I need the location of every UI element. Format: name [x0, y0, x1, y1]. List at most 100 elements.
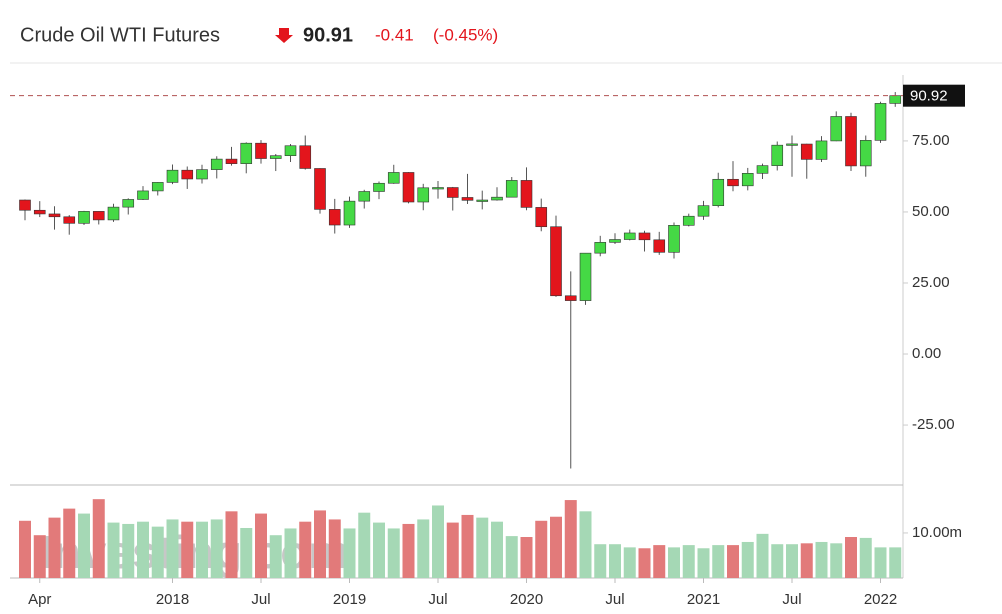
- volume-bar: [786, 544, 798, 578]
- candle-body: [63, 216, 76, 224]
- volume-bar: [476, 517, 489, 578]
- candle-body: [830, 116, 843, 142]
- volume-bar: [874, 547, 887, 578]
- volume-bar: [181, 521, 194, 578]
- x-tick-label: 2022: [864, 591, 897, 608]
- volume-bar: [225, 511, 238, 578]
- volume-bar: [210, 519, 223, 578]
- down-arrow: [275, 28, 293, 43]
- candle-body: [800, 143, 813, 160]
- y-tick-label: -25.00: [912, 416, 955, 433]
- volume-bar: [830, 543, 843, 578]
- y-tick-label: 25.00: [912, 274, 950, 291]
- x-tick-label: 2019: [333, 591, 366, 608]
- candle-body: [387, 172, 400, 184]
- x-tick-label: 2018: [156, 591, 189, 608]
- candle-body: [609, 239, 621, 243]
- candle-body: [756, 165, 769, 174]
- candle-body: [859, 140, 872, 167]
- candle-body: [122, 199, 135, 208]
- candle-body: [255, 142, 267, 159]
- volume-bar: [815, 541, 828, 578]
- candle-body: [771, 144, 784, 166]
- candle-body: [874, 103, 887, 141]
- candle-body: [564, 295, 577, 301]
- volume-bar: [78, 513, 90, 578]
- candle-body: [137, 190, 149, 200]
- candle-body: [299, 145, 312, 169]
- candle-body: [889, 95, 902, 104]
- volume-bar: [771, 544, 784, 578]
- candle-body: [594, 242, 607, 254]
- volume-bar: [284, 528, 297, 578]
- candle-body: [343, 200, 356, 226]
- x-tick-label: Apr: [28, 591, 51, 608]
- candle-body: [535, 207, 548, 228]
- volume-bar: [889, 547, 902, 578]
- current-price-box: [903, 84, 965, 107]
- candle-body: [623, 232, 636, 240]
- chart-title: Crude Oil WTI Futures: [20, 24, 220, 46]
- volume-bar: [33, 535, 46, 578]
- x-tick-label: 2021: [687, 591, 720, 608]
- x-tick-label: Jul: [251, 591, 270, 608]
- candle-body: [196, 169, 208, 180]
- volume-bar: [623, 547, 636, 578]
- volume-bar: [727, 545, 739, 578]
- volume-bar: [19, 520, 31, 578]
- volume-bar: [417, 519, 430, 578]
- x-tick-label: Jul: [605, 591, 624, 608]
- volume-bar: [196, 521, 208, 578]
- volume-bar: [432, 505, 444, 578]
- candle-body: [181, 169, 194, 180]
- candle-body: [358, 191, 371, 202]
- candle-body: [166, 169, 179, 183]
- volume-bar: [638, 548, 651, 578]
- candle-body: [446, 187, 459, 198]
- volume-bar: [446, 522, 459, 578]
- volume-bar: [845, 537, 857, 578]
- candle-body: [505, 180, 518, 198]
- y-tick-label: 75.00: [912, 132, 950, 149]
- volume-bar: [343, 528, 356, 578]
- candle-body: [151, 182, 164, 192]
- volume-bar: [373, 522, 385, 578]
- candle-body: [491, 196, 503, 201]
- volume-bar: [741, 541, 754, 578]
- last-price: 90.91: [303, 24, 353, 46]
- x-tick-label: Jul: [782, 591, 801, 608]
- volume-bar: [122, 523, 135, 578]
- volume-bar: [564, 500, 577, 578]
- volume-bar: [594, 544, 607, 578]
- x-tick-label: Jul: [428, 591, 447, 608]
- volume-tick-label: 10.00m: [912, 524, 962, 541]
- volume-bar: [461, 514, 474, 578]
- candle-body: [579, 252, 592, 301]
- candle-body: [786, 143, 798, 146]
- volume-bar: [107, 522, 120, 578]
- current-price-label: 90.92: [910, 88, 948, 105]
- volume-bar: [137, 521, 149, 578]
- price-panel: [10, 92, 903, 469]
- volume-bar: [328, 519, 341, 578]
- candle-body: [19, 199, 31, 211]
- candle-body: [461, 197, 474, 201]
- volume-bar: [491, 521, 503, 578]
- volume-bar: [402, 523, 415, 578]
- candle-body: [845, 116, 857, 167]
- volume-bar: [151, 526, 164, 578]
- volume-bar: [756, 533, 769, 578]
- candle-body: [432, 187, 444, 190]
- candle-body: [682, 215, 695, 226]
- candle-body: [417, 187, 430, 203]
- volume-bar: [314, 510, 326, 578]
- candle-body: [92, 211, 105, 221]
- change-percent: (-0.45%): [433, 25, 498, 44]
- candle-body: [653, 239, 666, 253]
- volume-bar: [579, 511, 592, 578]
- candle-body: [78, 211, 90, 224]
- volume-bar: [387, 528, 400, 578]
- candle-body: [240, 142, 253, 164]
- candle-body: [638, 232, 651, 241]
